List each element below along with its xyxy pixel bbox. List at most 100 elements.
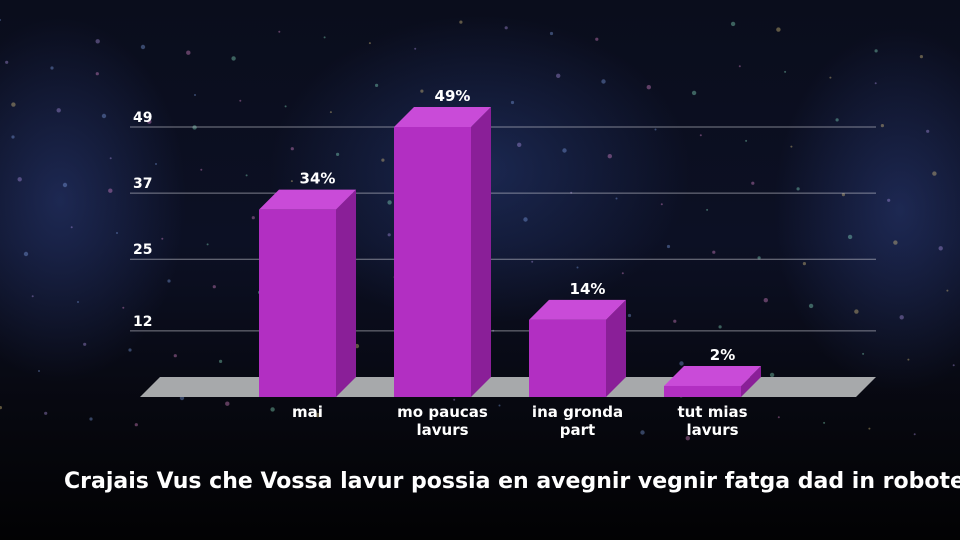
light-dot [368,42,371,45]
light-dot [155,163,157,165]
light-dot [323,36,326,39]
bar-top [529,299,626,320]
light-dot [278,30,281,33]
light-dot [167,279,171,283]
light-dot [932,171,937,176]
light-dot [89,417,93,421]
light-dot [194,94,196,96]
light-dot [453,398,456,401]
light-dot [718,325,722,329]
bar [259,189,356,397]
light-dot [134,423,138,427]
category-label: ina gronda [532,403,623,421]
light-dot [128,348,132,352]
light-dot [790,145,793,148]
light-dot [874,49,878,53]
bar [664,365,761,397]
light-dot [11,102,16,107]
light-dot [660,203,663,206]
light-dot [381,158,385,162]
light-dot [706,208,709,211]
light-dot [607,154,612,159]
light-dot [206,243,209,246]
light-dot [640,430,645,435]
light-dot [200,168,203,171]
light-dot [847,234,853,240]
light-dot [31,295,34,298]
light-dot [122,306,125,309]
light-dot [251,216,255,220]
light-dot [757,256,761,260]
light-dot [510,100,515,105]
light-dot [95,39,100,44]
light-dot [679,361,684,366]
light-dot [375,83,379,87]
data-label: 14% [570,280,606,298]
light-dot [691,90,697,96]
light-dot [673,319,677,323]
light-dot [17,177,22,182]
light-dot [290,147,294,151]
light-dot [290,180,293,183]
light-dot [161,237,164,240]
light-dot [116,232,118,234]
light-dot [776,27,781,32]
light-dot [387,233,391,237]
light-dot [231,56,236,61]
light-dot [899,315,904,320]
light-dot [854,309,859,314]
light-dot [531,260,534,263]
light-dot [874,82,877,85]
light-dot [784,70,787,73]
light-dot [95,72,99,76]
light-dot [745,139,748,142]
light-dot [83,342,87,346]
bar-top [394,107,491,127]
light-dot [576,266,579,269]
light-dot [387,200,392,205]
light-dot [109,157,112,160]
category-label: mai [292,403,323,421]
light-dot [239,99,242,102]
bar [394,107,491,397]
y-tick-label: 25 [133,242,152,258]
light-dot [186,50,191,55]
light-dot [887,198,891,202]
data-label: 2% [710,346,735,364]
y-tick-label: 49 [133,110,152,126]
bar-side [471,107,491,397]
light-dot [712,250,716,254]
light-dot [952,364,955,367]
light-dot [329,111,332,114]
light-dot [699,134,702,137]
light-dot [62,182,68,188]
y-tick-label: 37 [133,176,152,192]
category-label: lavurs [686,421,738,439]
light-dot [270,407,275,412]
category-label: mo paucas [397,403,488,421]
light-dot [907,358,910,361]
bar-front [259,209,336,397]
bar-side [741,365,761,397]
bar-side [336,189,356,397]
light-dot [108,188,113,193]
light-dot [245,174,248,177]
light-dot [315,412,321,418]
light-dot [751,181,755,185]
light-dot [173,354,177,358]
data-label: 34% [300,170,336,188]
light-dot [556,73,561,79]
light-dot [738,65,741,68]
bar-front [664,385,741,397]
light-dot [938,246,943,251]
light-dot [459,20,463,24]
light-dot [498,404,501,407]
light-dot [11,135,15,139]
light-dot [595,37,599,41]
light-dot [621,272,624,275]
light-dot [562,148,567,153]
light-dot [0,406,2,410]
survey-question: Crajais Vus che Vossa lavur possia en av… [64,469,960,494]
